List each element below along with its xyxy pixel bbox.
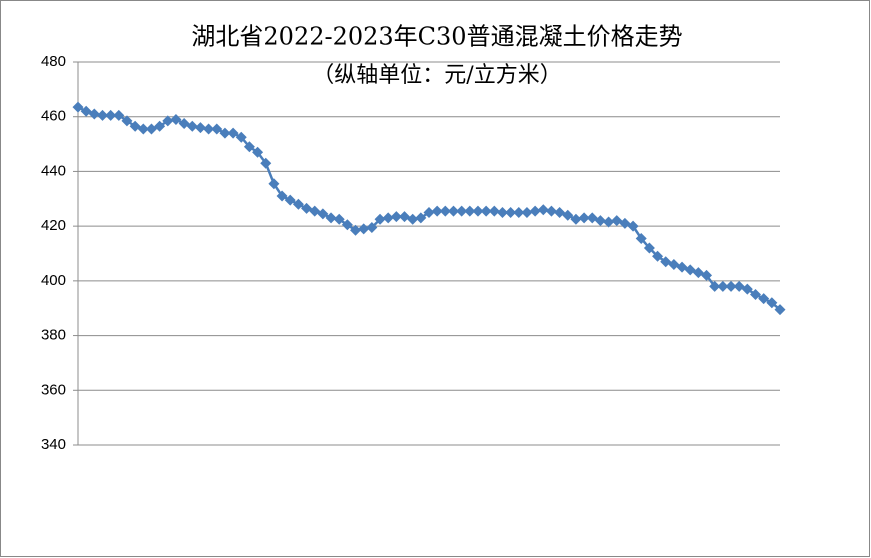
data-point [137,123,149,135]
data-point [219,127,231,139]
y-tick-label: 420 [41,217,66,234]
data-point [333,213,345,225]
data-point [243,141,255,153]
data-point [447,205,459,217]
data-point [341,219,353,231]
data-point [162,115,174,127]
data-point [513,206,525,218]
data-point [456,205,468,217]
data-point [521,206,533,218]
data-point [480,205,492,217]
data-point [635,232,647,244]
data-point [382,212,394,224]
data-point [154,120,166,132]
data-point [374,213,386,225]
data-point [709,280,721,292]
chart-subtitle: （纵轴单位：元/立方米） [312,63,561,88]
data-point [113,109,125,121]
data-point [252,146,264,158]
data-point [203,123,215,135]
data-point [774,304,786,316]
data-point [570,213,582,225]
data-point [439,205,451,217]
data-point [766,297,778,309]
data-point [72,101,84,113]
data-point [725,280,737,292]
y-tick-label: 360 [41,381,66,398]
data-point [390,211,402,223]
data-point [96,109,108,121]
data-point [578,212,590,224]
data-point [603,216,615,228]
data-point [545,205,557,217]
data-point [464,205,476,217]
data-point [325,212,337,224]
y-tick-label: 400 [41,272,66,289]
data-point [105,109,117,121]
data-point [431,205,443,217]
data-point [358,223,370,235]
data-point [562,209,574,221]
data-point [758,293,770,305]
data-point [415,212,427,224]
data-point [537,204,549,216]
data-point [129,120,141,132]
y-tick-label: 440 [41,162,66,179]
data-point [594,215,606,227]
y-tick-label: 340 [41,436,66,453]
data-point [235,131,247,143]
data-point [350,224,362,236]
data-point [717,280,729,292]
data-point [268,178,280,190]
data-point [652,250,664,262]
data-point [407,213,419,225]
data-point [423,206,435,218]
chart-title: 湖北省2022-2023年C30普通混凝土价格走势 [191,23,682,51]
data-point [211,123,223,135]
data-point [488,205,500,217]
data-point [227,127,239,139]
data-point [750,289,762,301]
data-point [88,108,100,120]
y-tick-label: 480 [41,53,66,70]
data-point [317,208,329,220]
data-point [284,194,296,206]
data-point [194,122,206,134]
data-point [292,198,304,210]
data-point [701,269,713,281]
data-point [366,222,378,234]
data-point [741,283,753,295]
y-tick-label: 460 [41,108,66,125]
data-point [505,206,517,218]
data-point [529,205,541,217]
data-point [170,113,182,125]
data-point [260,157,272,169]
data-point [643,242,655,254]
data-point [186,120,198,132]
data-point [496,206,508,218]
data-point [276,190,288,202]
y-tick-label: 380 [41,327,66,344]
data-point [472,205,484,217]
data-point [627,220,639,232]
data-point [121,115,133,127]
